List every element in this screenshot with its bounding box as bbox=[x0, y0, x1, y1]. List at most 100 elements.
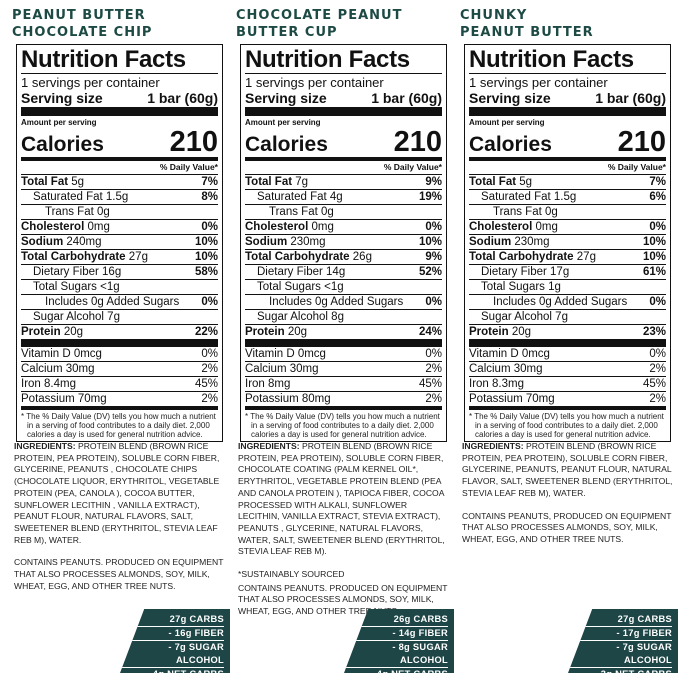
vitamin-row: Potassium 70mg 2% bbox=[21, 391, 218, 406]
vitamin-row: Vitamin D 0mcg 0% bbox=[469, 347, 666, 361]
nutrient-dv: 52% bbox=[418, 266, 442, 278]
nutrition-panel: Nutrition Facts 1 servings per container S… bbox=[16, 44, 223, 442]
nutrient: Trans Fat 0g bbox=[469, 205, 558, 219]
footnote: * The % Daily Value (DV) tells you how m… bbox=[245, 406, 442, 439]
nutrient-row: Total Sugars <1g bbox=[21, 279, 218, 294]
nutrient-amount: 7g bbox=[107, 311, 120, 323]
nutrient-label: Sodium bbox=[21, 236, 64, 248]
nutrient-row: Sodium 230mg 10% bbox=[469, 234, 666, 249]
divider bbox=[469, 339, 666, 347]
nutrient-label: Trans Fat bbox=[493, 206, 542, 218]
vitamin-label: Vitamin D 0mcg bbox=[469, 348, 550, 360]
nutrient: Total Sugars <1g bbox=[245, 280, 344, 294]
nutrient-amount: 1.5g bbox=[553, 191, 577, 203]
nutrient-amount: 5g bbox=[519, 176, 533, 188]
nutrient-row: Protein 20g 23% bbox=[469, 324, 666, 339]
nutrient: Sodium 240mg bbox=[21, 235, 102, 249]
nutrient-amount: 20g bbox=[287, 326, 308, 338]
nutrient-amount: 230mg bbox=[290, 236, 326, 248]
product-column: CHUNKY PEANUT BUTTER Nutrition Facts 1 serv… bbox=[460, 0, 679, 679]
net-carbs-badge: 27g CARBS - 17g FIBER - 7g SUGAR ALCOHOL 3g… bbox=[568, 609, 678, 673]
nutrient-amount: 0g bbox=[320, 206, 334, 218]
nutrient-label: Total Sugars bbox=[33, 281, 97, 293]
serving-size-value: 1 bar (60g) bbox=[371, 90, 442, 106]
note: CONTAINS PEANUTS. PRODUCED ON EQUIPMENT … bbox=[14, 557, 224, 591]
nutrient-amount: 27g bbox=[576, 251, 596, 263]
nutrient-amount: 17g bbox=[550, 266, 570, 278]
nutrient-label: Protein bbox=[245, 326, 285, 338]
vitamin-label: Calcium 30mg bbox=[469, 363, 543, 375]
product-title: CHOCOLATE PEANUT BUTTER CUP bbox=[236, 7, 402, 41]
nutrient-amount: 7g bbox=[295, 176, 309, 188]
vitamin-dv: 2% bbox=[649, 393, 666, 405]
nutrient-dv: 10% bbox=[418, 236, 442, 248]
nutrient: Saturated Fat 1.5g bbox=[21, 190, 128, 204]
nutrient-amount: 1g bbox=[548, 281, 561, 293]
nutrient-row: Includes 0g Added Sugars 0% bbox=[21, 294, 218, 309]
nutrient: Saturated Fat 1.5g bbox=[469, 190, 576, 204]
nutrient-dv: 10% bbox=[194, 236, 218, 248]
product-title: PEANUT BUTTER CHOCOLATE CHIP bbox=[12, 7, 152, 41]
nutrient-dv: 23% bbox=[642, 326, 666, 338]
nutrient-amount: 27g bbox=[128, 251, 148, 263]
nutrient-row: Protein 20g 22% bbox=[21, 324, 218, 339]
vitamin-label: Vitamin D 0mcg bbox=[245, 348, 326, 360]
panel-heading: Nutrition Facts bbox=[245, 47, 442, 74]
nutrient-label: Sugar Alcohol bbox=[481, 311, 552, 323]
badge-line: 26g CARBS bbox=[344, 613, 448, 627]
nutrient: Total Sugars <1g bbox=[21, 280, 120, 294]
nutrient-label: Total Fat bbox=[469, 176, 517, 188]
ingredients-label: INGREDIENTS: bbox=[14, 441, 76, 451]
nutrient-amount: 0g bbox=[544, 206, 558, 218]
badge-line: - 7g SUGAR ALCOHOL bbox=[568, 641, 672, 668]
vitamin-row: Calcium 30mg 2% bbox=[245, 361, 442, 376]
nutrition-panel: Nutrition Facts 1 servings per container S… bbox=[240, 44, 447, 442]
nutrient: Protein 20g bbox=[245, 325, 307, 339]
net-carbs-badge: 27g CARBS - 16g FIBER - 7g SUGAR ALCOHOL 4g… bbox=[120, 609, 230, 673]
ingredients: INGREDIENTS: PROTEIN BLEND (BROWN RICE P… bbox=[14, 441, 226, 603]
badge-line: 3g NET CARBS bbox=[600, 669, 672, 679]
ingredients-paragraph: INGREDIENTS: PROTEIN BLEND (BROWN RICE P… bbox=[238, 441, 450, 558]
nutrient-row: Dietary Fiber 16g 58% bbox=[21, 264, 218, 279]
nutrient-label: Total Carbohydrate bbox=[245, 251, 350, 263]
title-line: BUTTER CUP bbox=[236, 25, 338, 40]
nutrient-dv: 7% bbox=[649, 176, 666, 188]
ingredients: INGREDIENTS: PROTEIN BLEND (BROWN RICE P… bbox=[462, 441, 674, 557]
servings: 1 servings per container bbox=[245, 75, 384, 90]
nutrient-dv: 0% bbox=[201, 296, 218, 308]
ingredients-text: PROTEIN BLEND (BROWN RICE PROTEIN, PEA P… bbox=[238, 441, 445, 557]
nutrient-amount: 0mg bbox=[535, 221, 558, 233]
nutrient-label: Dietary Fiber bbox=[257, 266, 323, 278]
nutrient-amount: 4g bbox=[329, 191, 343, 203]
nutrient: Includes 0g Added Sugars bbox=[21, 295, 179, 309]
nutrient-row: Sugar Alcohol 7g bbox=[469, 309, 666, 324]
nutrient-dv: 19% bbox=[418, 191, 442, 203]
vitamin-label: Calcium 30mg bbox=[245, 363, 319, 375]
dv-header: % Daily Value* bbox=[159, 162, 218, 172]
nutrient: Saturated Fat 4g bbox=[245, 190, 343, 204]
nutrient-dv: 22% bbox=[194, 326, 218, 338]
nutrient-row: Sodium 230mg 10% bbox=[245, 234, 442, 249]
calories-value: 210 bbox=[617, 126, 666, 158]
ingredients-label: INGREDIENTS: bbox=[238, 441, 300, 451]
nutrient-label: Trans Fat bbox=[45, 206, 94, 218]
vitamin-label: Potassium 80mg bbox=[245, 393, 331, 405]
product-column: CHOCOLATE PEANUT BUTTER CUP Nutrition Fact… bbox=[236, 0, 456, 679]
nutrient-row: Sugar Alcohol 7g bbox=[21, 309, 218, 324]
vitamin-dv: 2% bbox=[425, 393, 442, 405]
badge-line: 27g CARBS bbox=[120, 613, 224, 627]
vitamin-row: Iron 8.3mg 45% bbox=[469, 376, 666, 391]
badge-line: 4g NET CARBS bbox=[152, 669, 224, 679]
vitamin-label: Calcium 30mg bbox=[21, 363, 95, 375]
nutrient-row: Total Carbohydrate 27g 10% bbox=[469, 249, 666, 264]
nutrient-row: Total Fat 7g 9% bbox=[245, 174, 442, 189]
nutrient-label: Trans Fat bbox=[269, 206, 318, 218]
nutrient-label: Includes 0g Added Sugars bbox=[493, 296, 628, 308]
divider bbox=[21, 339, 218, 347]
nutrient-label: Saturated Fat bbox=[257, 191, 327, 203]
nutrient-amount: 5g bbox=[71, 176, 85, 188]
nutrient-dv: 61% bbox=[642, 266, 666, 278]
nutrient-dv: 7% bbox=[201, 176, 218, 188]
vitamin-label: Iron 8mg bbox=[245, 378, 291, 390]
